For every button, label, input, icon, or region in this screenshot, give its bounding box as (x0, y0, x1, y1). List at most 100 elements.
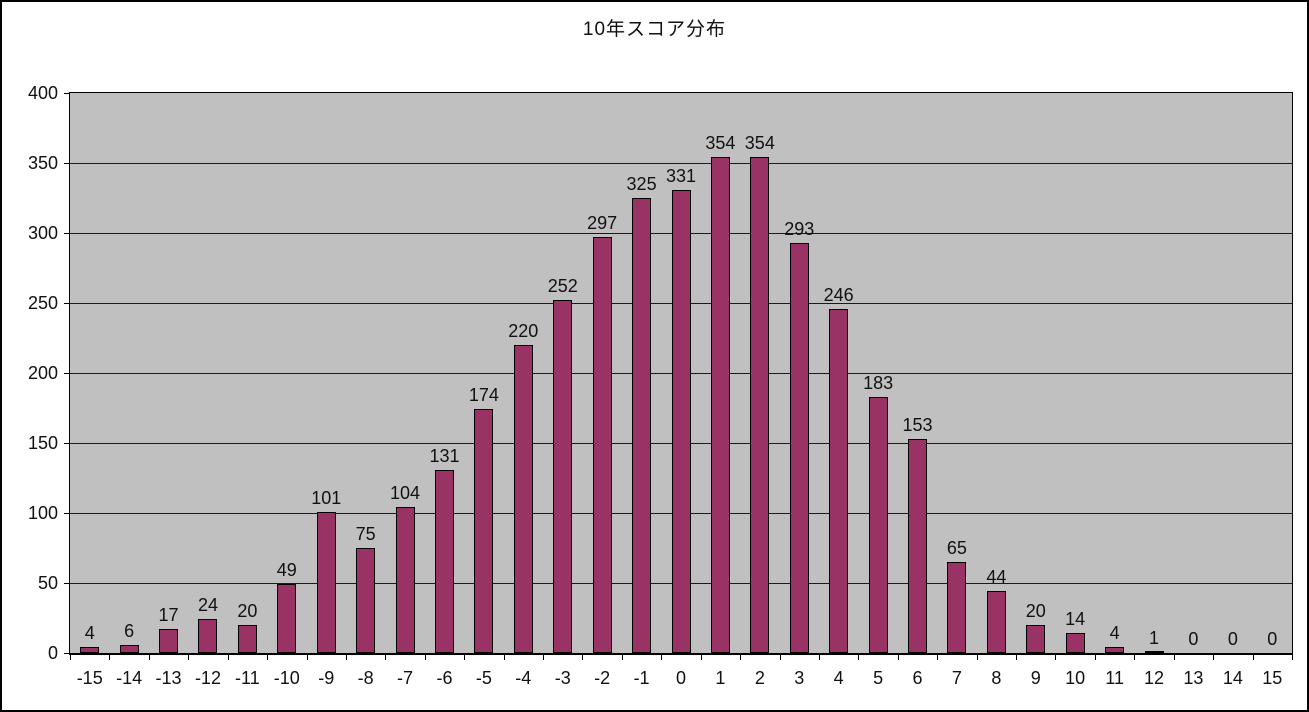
x-axis-tick-label: -3 (554, 668, 571, 688)
x-axis-tick-label: -8 (357, 668, 374, 688)
x-axis-tick (267, 655, 269, 660)
x-axis-tick (976, 655, 978, 660)
bar (986, 591, 1006, 653)
bar-value-label: 153 (902, 414, 933, 435)
bar-value-label: 65 (946, 538, 967, 558)
x-axis-tick-label: 1 (715, 668, 726, 688)
bar-value-label: 101 (311, 487, 342, 508)
bar-value-label: 20 (1025, 601, 1046, 621)
x-axis-tick (1055, 655, 1057, 660)
x-axis-tick-label: -15 (76, 668, 103, 688)
x-axis-tick (543, 655, 545, 660)
x-axis-tick-label: 0 (675, 668, 686, 688)
y-axis-tick (64, 443, 69, 444)
x-axis-tick (424, 655, 426, 660)
x-axis-tick-label: 12 (1144, 668, 1165, 688)
x-axis-tick (779, 655, 781, 660)
bar (671, 189, 691, 653)
x-axis-tick (1094, 655, 1096, 660)
x-axis-tick (818, 655, 820, 660)
bar-value-label: 104 (390, 483, 421, 504)
x-axis-tick-label: -12 (194, 668, 221, 688)
bar-value-label: 220 (508, 321, 539, 341)
bar-value-label: 131 (429, 445, 460, 466)
bar-value-label: 354 (744, 133, 775, 154)
bar-value-label: 252 (547, 276, 578, 297)
x-axis-tick-label: 11 (1105, 668, 1124, 688)
x-axis-tick-label: 9 (1030, 668, 1041, 688)
x-axis-tick (1173, 655, 1175, 660)
bar (80, 647, 100, 653)
bar-value-label: 297 (587, 213, 618, 234)
bar-value-label: 0 (1188, 629, 1199, 649)
x-axis-tick-label: -4 (515, 668, 532, 688)
x-axis-tick (700, 655, 702, 660)
y-axis-tick-label: 150 (27, 433, 58, 453)
bar-value-label: 293 (784, 218, 815, 239)
bar (829, 308, 849, 653)
bar-value-label: 246 (823, 284, 854, 305)
bar (1026, 625, 1046, 653)
x-axis-tick (109, 655, 111, 660)
x-axis-tick-label: -9 (318, 668, 335, 688)
x-axis-tick-label: 13 (1183, 668, 1204, 688)
bar (632, 198, 652, 653)
bar-value-label: 354 (705, 133, 736, 154)
bar-value-label: 20 (237, 601, 258, 621)
x-axis-tick-label: 6 (912, 668, 923, 688)
x-axis-tick (70, 655, 71, 660)
bar (513, 345, 533, 653)
bar-value-label: 174 (468, 385, 499, 406)
x-axis-tick-label: 10 (1065, 668, 1086, 688)
bar (316, 511, 336, 653)
x-axis-tick-label: -11 (235, 668, 260, 688)
y-axis-tick-label: 350 (27, 153, 58, 173)
x-axis-tick-label: -14 (116, 668, 143, 688)
y-axis-tick-label: 0 (47, 643, 58, 663)
bar (277, 584, 297, 653)
bar-value-label: 75 (355, 524, 376, 544)
bar-value-label: 1 (1149, 627, 1160, 648)
y-axis-tick (64, 233, 69, 234)
x-axis-tick-label: -5 (475, 668, 492, 688)
y-axis-tick (64, 93, 69, 94)
bar (474, 409, 494, 653)
x-axis-tick (661, 655, 663, 660)
plot-area: 4 6 17 24 20 49 101 75 104 131 174 220 252 297 325 331 3… (69, 92, 1293, 655)
bar-value-label: 14 (1065, 609, 1086, 630)
x-axis-tick-label: -13 (155, 668, 182, 688)
x-axis-tick (1292, 655, 1293, 660)
x-axis-tick (345, 655, 347, 660)
bar (119, 644, 139, 653)
x-axis-tick-label: -7 (397, 668, 414, 688)
bar (710, 157, 730, 653)
x-axis-tick-label: -2 (594, 668, 611, 688)
x-axis-tick-label: 4 (833, 668, 844, 688)
y-axis-tick-label: 300 (27, 223, 58, 243)
x-axis-tick-label: -6 (436, 668, 453, 688)
x-axis-tick-label: 7 (951, 668, 962, 688)
bar-value-label: 17 (158, 605, 179, 626)
y-axis-tick-label: 400 (27, 83, 58, 103)
x-axis-tick (503, 655, 505, 660)
bar (553, 300, 573, 653)
x-axis-tick (1134, 655, 1136, 660)
x-axis-tick-label: -10 (273, 668, 300, 688)
y-axis-tick (64, 513, 69, 514)
x-axis-tick (306, 655, 308, 660)
x-axis-tick-label: 5 (873, 668, 884, 688)
bar (947, 562, 967, 653)
y-axis-tick-label: 100 (27, 503, 58, 523)
bar (1105, 647, 1125, 653)
x-axis-tick (937, 655, 939, 660)
y-axis-tick (64, 163, 69, 164)
y-axis-tick-label: 200 (27, 363, 58, 383)
bar-value-label: 6 (124, 620, 135, 641)
y-axis-tick (64, 373, 69, 374)
bar (750, 157, 770, 653)
x-axis-tick (1016, 655, 1018, 660)
bar-value-label: 49 (276, 560, 297, 581)
x-axis-tick (621, 655, 623, 660)
bar (198, 619, 218, 653)
